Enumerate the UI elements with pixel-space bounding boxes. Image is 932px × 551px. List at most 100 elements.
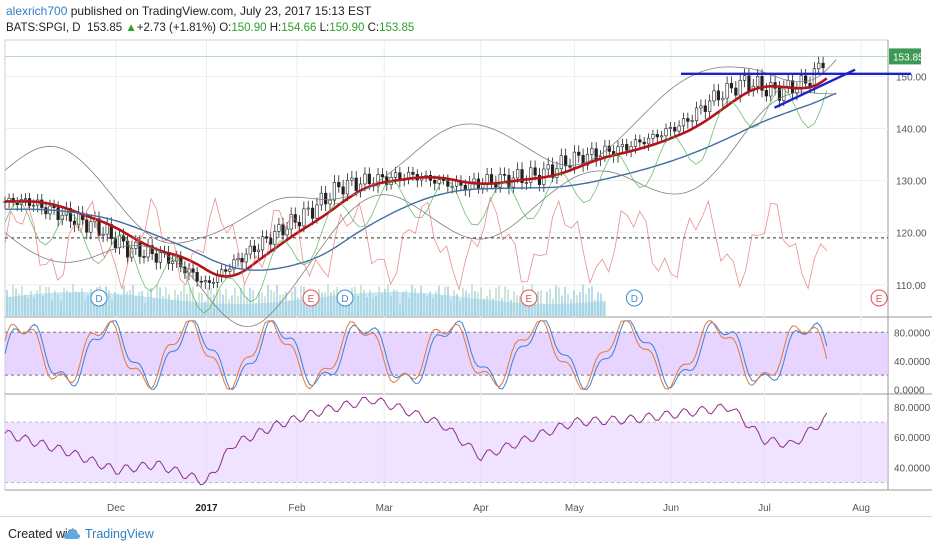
volume-bar	[507, 289, 509, 316]
x-tick-label: Mar	[376, 503, 394, 514]
volume-bar	[255, 302, 257, 316]
volume-bar	[171, 299, 173, 316]
open-value: 150.90	[231, 22, 267, 34]
volume-bar	[567, 293, 569, 316]
volume-bar	[327, 284, 329, 316]
volume-bar	[519, 296, 521, 316]
volume-bar	[378, 286, 380, 316]
candle-body	[817, 62, 821, 70]
candle-body	[265, 236, 269, 239]
author-link[interactable]: alexrich700	[6, 4, 68, 18]
candle-body	[150, 245, 154, 255]
volume-bar	[204, 301, 206, 316]
volume-bar	[549, 288, 551, 316]
volume-bar	[570, 299, 572, 316]
volume-bar	[429, 291, 431, 316]
volume-bar	[258, 292, 260, 316]
candle-body	[725, 83, 729, 99]
stoch-tick-label: 80.0000	[894, 328, 931, 339]
volume-bar	[489, 289, 491, 316]
volume-bar	[333, 290, 335, 316]
last-price: 153.85	[86, 22, 123, 34]
volume-bar	[363, 289, 365, 316]
volume-bar	[69, 292, 71, 316]
volume-bar	[282, 294, 284, 316]
candle-body	[232, 259, 236, 270]
volume-bar	[501, 297, 503, 316]
volume-bar	[417, 293, 419, 316]
volume-bar	[456, 293, 458, 316]
volume-bar	[474, 291, 476, 316]
volume-bar	[510, 299, 512, 316]
candle-body	[568, 165, 572, 168]
candle-body	[769, 82, 773, 97]
volume-bar	[504, 286, 506, 316]
candle-body	[363, 173, 367, 185]
candle-body	[117, 235, 122, 249]
candle-body	[721, 97, 725, 101]
candle-body	[437, 179, 441, 184]
candle-body	[564, 155, 568, 167]
volume-bar	[12, 284, 14, 316]
candle-body	[158, 252, 162, 263]
volume-bar	[339, 299, 341, 316]
volume-bar	[393, 289, 395, 316]
volume-bar	[213, 294, 215, 316]
candle-body	[341, 186, 345, 195]
candle-body	[97, 218, 101, 236]
candle-body	[620, 144, 624, 148]
volume-bar	[159, 287, 161, 316]
volume-bar	[141, 291, 143, 316]
volume-bar	[405, 290, 407, 316]
stock-chart[interactable]: Dec2017FebMarAprMayJunJulAugSepOctNov150…	[0, 0, 932, 516]
candle-body	[130, 248, 134, 258]
volume-bar	[354, 286, 356, 316]
candle-body	[277, 224, 281, 232]
volume-bar	[435, 291, 437, 316]
volume-bar	[420, 285, 422, 316]
candle-body	[138, 241, 142, 257]
tradingview-brand[interactable]: TradingView	[85, 527, 154, 541]
candle-body	[651, 134, 655, 139]
candle-body	[577, 151, 581, 156]
volume-bar	[594, 299, 596, 316]
volume-bar	[168, 294, 170, 316]
volume-bar	[66, 290, 68, 316]
volume-bar	[468, 293, 470, 316]
volume-bar	[534, 294, 536, 316]
candle-body	[199, 280, 203, 283]
created-with-text: Created with	[8, 527, 79, 541]
volume-bar	[537, 291, 539, 316]
volume-bar	[330, 292, 332, 316]
volume-bar	[588, 288, 590, 316]
volume-bar	[222, 294, 224, 316]
volume-bar	[246, 297, 248, 316]
candle-body	[433, 180, 437, 184]
candle-body	[328, 199, 332, 205]
volume-bar	[195, 300, 197, 316]
volume-bar	[189, 288, 191, 316]
volume-bar	[108, 290, 110, 316]
rsi-tick-label: 40.0000	[894, 463, 931, 474]
volume-bar	[36, 290, 38, 316]
candle-body	[694, 107, 699, 122]
volume-bar	[144, 303, 146, 316]
volume-bar	[147, 290, 149, 316]
volume-bar	[366, 297, 368, 316]
candle-body	[472, 178, 476, 183]
volume-bar	[414, 288, 416, 316]
volume-bar	[90, 289, 92, 316]
candle-body	[393, 172, 398, 178]
volume-bar	[300, 285, 302, 316]
volume-bar	[75, 291, 77, 316]
candle-body	[673, 127, 677, 132]
volume-bar	[315, 300, 317, 316]
low-label: L:	[319, 22, 330, 34]
close-value: 153.85	[379, 22, 415, 34]
volume-bar	[558, 287, 560, 316]
candle-body	[68, 208, 73, 222]
volume-bar	[408, 297, 410, 316]
volume-bar	[132, 284, 134, 316]
event-marker	[870, 289, 888, 307]
green-overlay-line	[4, 87, 828, 314]
